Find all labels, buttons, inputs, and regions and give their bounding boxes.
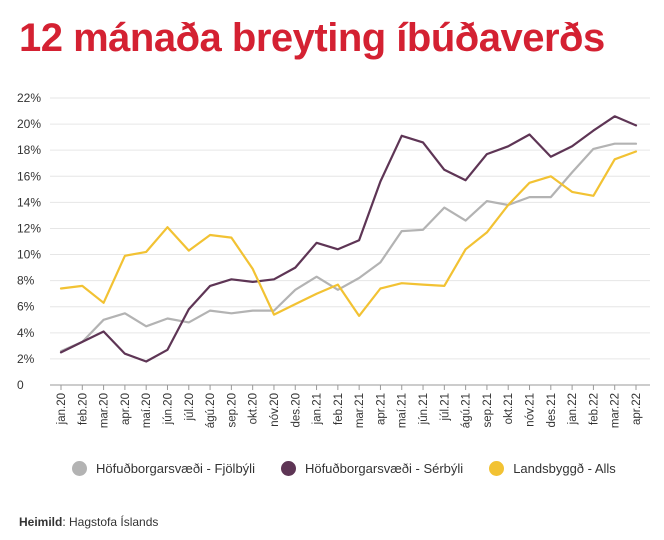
x-tick-label: jan.21 — [312, 393, 324, 425]
y-tick-label: 18% — [17, 143, 41, 157]
series-line-0 — [59, 142, 638, 353]
x-tick-label: júl.20 — [184, 393, 196, 422]
legend-item-serbyli: Höfuðborgarsvæði - Sérbýli — [280, 461, 464, 476]
x-tick-label: sep.20 — [226, 393, 238, 428]
y-tick-label: 12% — [17, 221, 41, 235]
x-tick-label: mar.22 — [610, 393, 622, 428]
legend-label-landsbyggd: Landsbyggð - Alls — [513, 461, 616, 476]
grid-lines — [50, 97, 650, 386]
x-tick-label: apr.22 — [631, 393, 643, 425]
legend-dot-landsbyggd — [489, 461, 505, 476]
y-tick-label: 0 — [17, 378, 24, 392]
x-axis-labels: jan.20 feb.20 mar.20 apr.20 maí.20 jún.20 júl.… — [56, 385, 643, 428]
legend: Höfuðborgarsvæði - Fjölbýli Höfuðborgars… — [72, 461, 642, 476]
x-tick-label: feb.20 — [77, 393, 89, 425]
legend-label-serbyli: Höfuðborgarsvæði - Sérbýli — [304, 461, 464, 476]
y-tick-label: 6% — [17, 300, 35, 314]
x-tick-label: nóv.21 — [525, 393, 537, 427]
x-tick-label: ágú.20 — [205, 393, 217, 428]
legend-item-fjolbyli: Höfuðborgarsvæði - Fjölbýli — [72, 461, 255, 476]
y-tick-label: 10% — [17, 248, 41, 262]
legend-item-landsbyggd: Landsbyggð - Alls — [489, 461, 616, 476]
y-tick-label: 2% — [17, 352, 35, 366]
x-tick-label: maí.20 — [141, 393, 153, 428]
source-text: : Hagstofa Íslands — [62, 515, 159, 529]
series-lines — [59, 115, 638, 363]
x-tick-label: des.21 — [546, 393, 558, 428]
line-chart: 0 2% 4% 6% 8% 10% 12% 14% 16% 18% 20% 22% jan.20 feb… — [17, 91, 650, 428]
y-tick-label: 20% — [17, 117, 41, 131]
x-tick-label: ágú.21 — [461, 393, 473, 428]
y-tick-label: 16% — [17, 169, 41, 183]
x-tick-label: feb.21 — [333, 393, 345, 425]
x-tick-label: jún.20 — [162, 393, 174, 425]
x-tick-label: júl.21 — [439, 393, 451, 422]
legend-dot-fjolbyli — [72, 461, 87, 476]
y-axis-labels: 0 2% 4% 6% 8% 10% 12% 14% 16% 18% 20% 22% — [17, 91, 41, 392]
source-label: Heimild — [19, 515, 63, 529]
x-tick-label: nóv.20 — [269, 393, 281, 427]
x-tick-label: okt.20 — [248, 393, 260, 424]
x-tick-label: mar.21 — [354, 393, 366, 428]
x-tick-label: maí.21 — [397, 393, 409, 428]
x-tick-label: okt.21 — [503, 393, 515, 424]
x-tick-label: apr.20 — [120, 393, 132, 425]
x-tick-label: jan.20 — [56, 393, 68, 425]
page-title: 12 mánaða breyting íbúðaverðs — [19, 16, 605, 60]
series-line-1 — [59, 115, 638, 363]
legend-dot-serbyli — [280, 461, 296, 476]
y-tick-label: 4% — [17, 326, 35, 340]
x-tick-label: sep.21 — [482, 393, 494, 428]
x-tick-label: mar.20 — [99, 393, 111, 428]
x-tick-label: jún.21 — [418, 393, 430, 425]
x-tick-label: feb.22 — [588, 393, 600, 425]
x-tick-label: apr.21 — [375, 393, 387, 425]
y-tick-label: 22% — [17, 91, 41, 105]
y-tick-label: 14% — [17, 195, 41, 209]
x-tick-label: des.20 — [290, 393, 302, 428]
legend-label-fjolbyli: Höfuðborgarsvæði - Fjölbýli — [96, 461, 255, 476]
x-tick-label: jan.22 — [567, 393, 579, 425]
y-tick-label: 8% — [17, 274, 35, 288]
source-note: Heimild: Hagstofa Íslands — [19, 515, 158, 529]
series-line-2 — [59, 150, 638, 317]
